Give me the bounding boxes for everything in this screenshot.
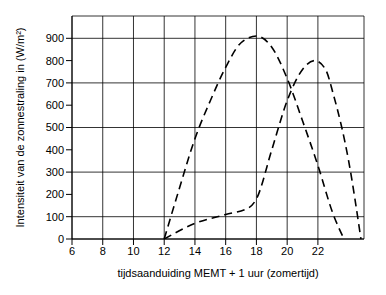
svg-text:tijdsaanduiding MEMT + 1 uur (: tijdsaanduiding MEMT + 1 uur (zomertijd): [117, 267, 318, 279]
svg-text:14: 14: [189, 245, 201, 257]
svg-text:700: 700: [46, 77, 64, 89]
svg-text:400: 400: [46, 144, 64, 156]
svg-text:22: 22: [312, 245, 324, 257]
svg-text:900: 900: [46, 32, 64, 44]
svg-text:18: 18: [250, 245, 262, 257]
svg-text:8: 8: [100, 245, 106, 257]
svg-text:Intensiteit van de zonnestrali: Intensiteit van de zonnestraling in (W/m…: [14, 28, 26, 228]
svg-text:100: 100: [46, 211, 64, 223]
svg-text:200: 200: [46, 188, 64, 200]
svg-text:10: 10: [127, 245, 139, 257]
svg-text:20: 20: [281, 245, 293, 257]
svg-text:16: 16: [220, 245, 232, 257]
svg-text:12: 12: [158, 245, 170, 257]
svg-text:300: 300: [46, 166, 64, 178]
svg-text:0: 0: [58, 233, 64, 245]
svg-text:800: 800: [46, 55, 64, 67]
svg-text:6: 6: [69, 245, 75, 257]
svg-text:600: 600: [46, 99, 64, 111]
svg-text:500: 500: [46, 121, 64, 133]
